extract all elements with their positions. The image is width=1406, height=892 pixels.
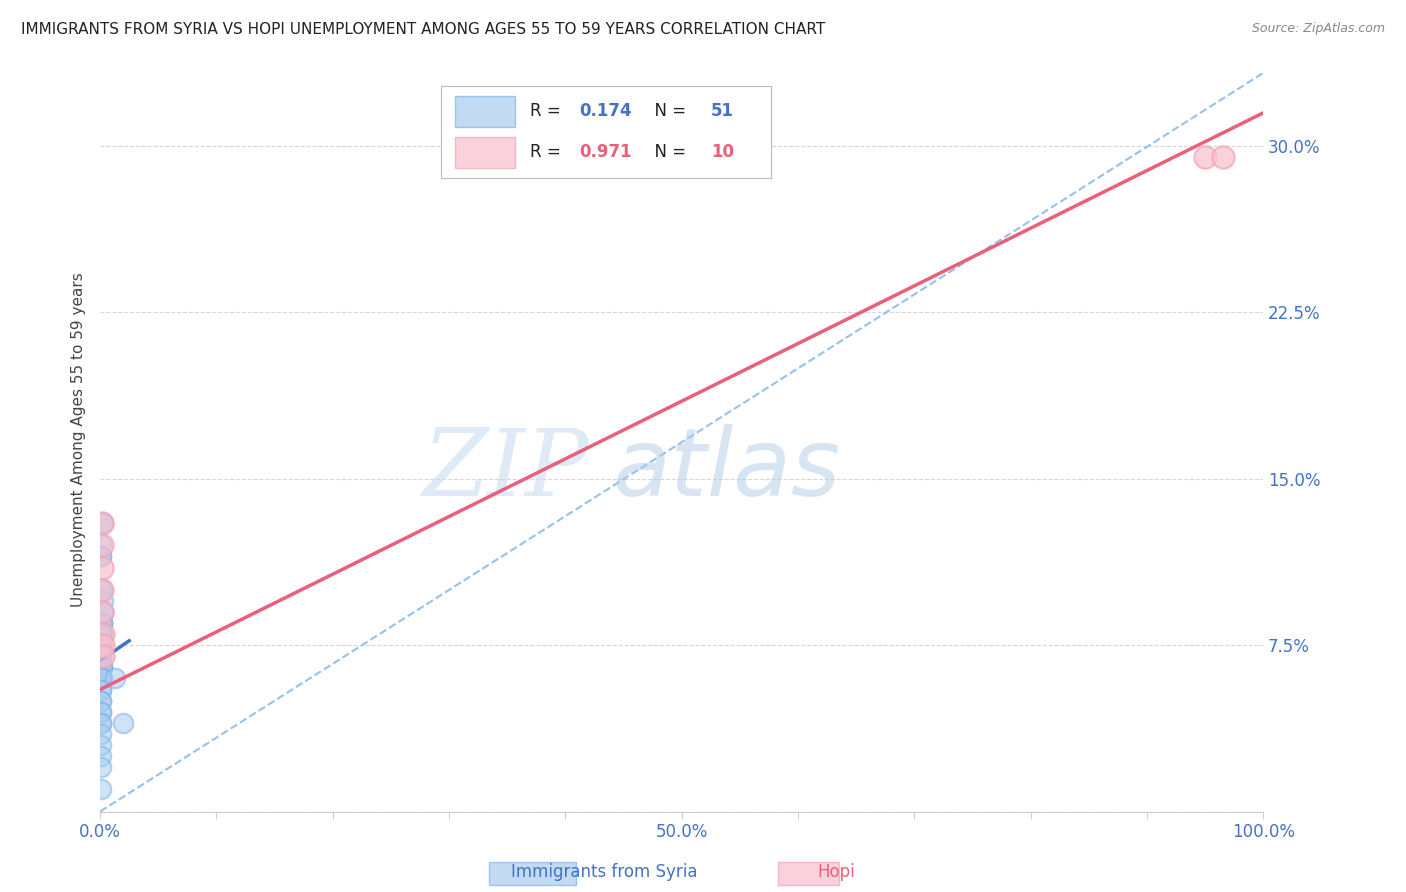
Point	[90, 516, 112, 531]
Point	[90, 638, 112, 652]
Text: 10: 10	[711, 144, 734, 161]
Point	[91, 638, 114, 652]
Point	[90, 538, 112, 552]
Point	[90, 705, 112, 719]
Point	[90, 605, 112, 619]
Point	[112, 715, 135, 730]
Point	[90, 627, 112, 641]
Point	[90, 615, 112, 630]
Text: Hopi: Hopi	[818, 863, 855, 881]
Text: Source: ZipAtlas.com: Source: ZipAtlas.com	[1251, 22, 1385, 36]
FancyBboxPatch shape	[456, 95, 516, 127]
Point	[90, 693, 112, 707]
FancyBboxPatch shape	[456, 136, 516, 168]
Point	[90, 627, 112, 641]
Point	[91, 649, 114, 664]
Point	[90, 560, 112, 574]
Point	[91, 516, 114, 531]
Point	[90, 672, 112, 686]
Text: 0.971: 0.971	[579, 144, 631, 161]
Point	[90, 582, 112, 597]
Point	[90, 672, 112, 686]
Text: N =: N =	[644, 144, 692, 161]
Point	[90, 638, 112, 652]
Point	[90, 749, 112, 764]
Point	[90, 760, 112, 774]
Point	[90, 627, 112, 641]
Point	[90, 582, 112, 597]
Point	[90, 693, 112, 707]
Point	[90, 538, 112, 552]
Point	[1194, 150, 1216, 164]
Point	[90, 682, 112, 697]
Text: IMMIGRANTS FROM SYRIA VS HOPI UNEMPLOYMENT AMONG AGES 55 TO 59 YEARS CORRELATION: IMMIGRANTS FROM SYRIA VS HOPI UNEMPLOYME…	[21, 22, 825, 37]
Point	[90, 705, 112, 719]
Text: N =: N =	[644, 103, 692, 120]
Y-axis label: Unemployment Among Ages 55 to 59 years: Unemployment Among Ages 55 to 59 years	[72, 273, 86, 607]
Text: R =: R =	[530, 144, 567, 161]
Point	[90, 615, 112, 630]
Point	[90, 516, 112, 531]
Point	[90, 649, 112, 664]
Point	[91, 605, 114, 619]
Point	[90, 660, 112, 674]
Point	[90, 738, 112, 752]
Text: 0.174: 0.174	[579, 103, 631, 120]
Text: 51: 51	[711, 103, 734, 120]
Point	[90, 627, 112, 641]
Text: ZIP: ZIP	[422, 425, 589, 515]
Point	[90, 615, 112, 630]
Point	[90, 660, 112, 674]
Point	[90, 649, 112, 664]
Point	[90, 672, 112, 686]
Point	[90, 715, 112, 730]
Point	[90, 682, 112, 697]
Point	[90, 638, 112, 652]
Point	[90, 649, 112, 664]
Point	[90, 549, 112, 564]
Point	[1211, 150, 1233, 164]
Point	[91, 627, 114, 641]
Point	[90, 660, 112, 674]
Point	[91, 594, 114, 608]
Point	[90, 782, 112, 797]
Text: Immigrants from Syria: Immigrants from Syria	[512, 863, 697, 881]
Point	[90, 638, 112, 652]
FancyBboxPatch shape	[441, 86, 772, 178]
Point	[90, 582, 112, 597]
Point	[91, 605, 114, 619]
Point	[90, 649, 112, 664]
Point	[90, 715, 112, 730]
Point	[104, 672, 127, 686]
Point	[90, 549, 112, 564]
Point	[90, 660, 112, 674]
Point	[90, 638, 112, 652]
Point	[90, 638, 112, 652]
Point	[90, 660, 112, 674]
Text: atlas: atlas	[612, 425, 841, 516]
Point	[90, 672, 112, 686]
Text: R =: R =	[530, 103, 567, 120]
Point	[90, 727, 112, 741]
